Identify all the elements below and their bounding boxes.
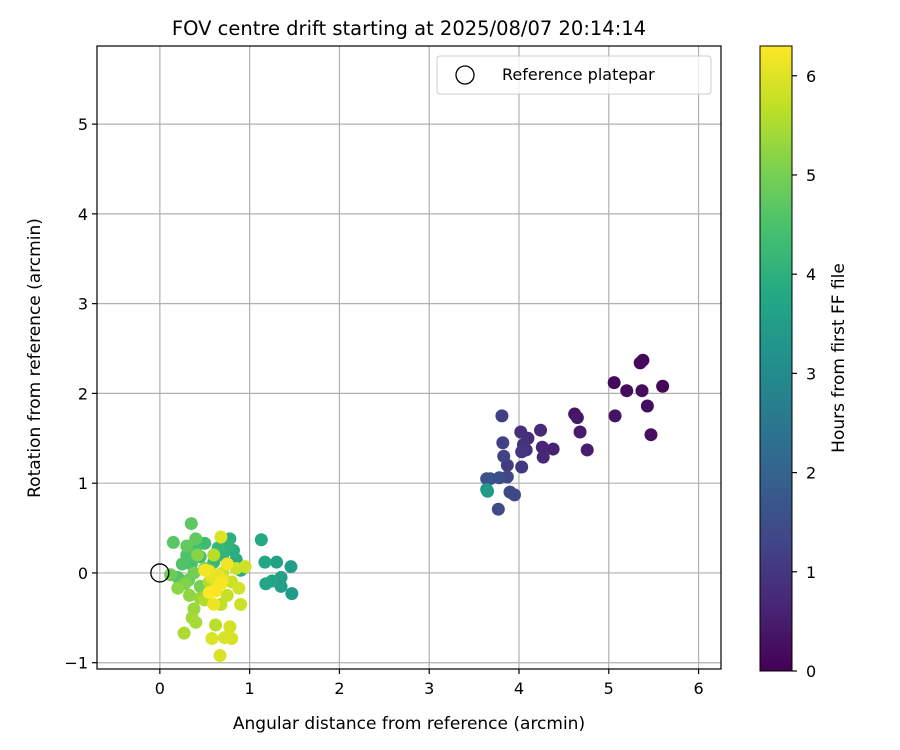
scatter-point — [214, 530, 228, 544]
y-tick-label: 2 — [78, 384, 88, 403]
scatter-point — [166, 535, 180, 549]
scatter-point — [238, 560, 252, 574]
scatter-point — [573, 425, 587, 439]
y-tick-label: 4 — [78, 205, 88, 224]
scatter-point — [217, 631, 231, 645]
x-tick-label: 5 — [604, 679, 614, 698]
chart-title: FOV centre drift starting at 2025/08/07 … — [172, 17, 646, 40]
scatter-point — [180, 539, 194, 553]
colorbar-tick-label: 5 — [806, 166, 816, 185]
legend-label: Reference platepar — [502, 65, 655, 84]
scatter-point — [536, 450, 550, 464]
scatter-point — [182, 588, 196, 602]
y-tick-label: −1 — [64, 654, 88, 673]
scatter-point — [656, 379, 670, 393]
colorbar: 0 1 2 3 4 5 6 Hours from first FF file — [759, 45, 849, 681]
legend: Reference platepar — [436, 55, 712, 95]
scatter-point — [189, 615, 203, 629]
colorbar-tick-label: 4 — [806, 265, 816, 284]
x-tick-label: 6 — [693, 679, 703, 698]
scatter-point — [187, 566, 201, 580]
plot-frame — [96, 45, 722, 670]
x-tick-label: 2 — [334, 679, 344, 698]
reference-platepar-point — [150, 563, 170, 583]
scatter-point — [640, 399, 654, 413]
scatter-point — [515, 445, 529, 459]
scatter-point — [177, 626, 191, 640]
colorbar-tick-label: 6 — [806, 67, 816, 86]
x-axis-ticks: 0 1 2 3 4 5 6 — [155, 669, 704, 698]
scatter-point — [270, 555, 284, 569]
y-axis-label: Rotation from reference (arcmin) — [25, 218, 45, 498]
scatter-point — [480, 472, 494, 486]
scatter-point — [209, 618, 223, 632]
scatter-point — [207, 548, 221, 562]
y-axis-ticks: −1 0 1 2 3 4 5 — [64, 115, 97, 673]
scatter-point — [644, 428, 658, 442]
x-tick-label: 4 — [514, 679, 524, 698]
y-tick-label: 3 — [78, 295, 88, 314]
legend-box — [436, 55, 712, 95]
scatter-point — [515, 460, 529, 474]
x-tick-label: 1 — [245, 679, 255, 698]
scatter-point — [175, 557, 189, 571]
scatter-point — [191, 548, 205, 562]
scatter-point — [184, 517, 198, 531]
scatter-point — [285, 587, 299, 601]
scatter-point — [481, 484, 495, 498]
scatter-point — [232, 581, 246, 595]
scatter-point — [607, 376, 621, 390]
scatter-point — [534, 423, 548, 437]
data-points — [164, 353, 670, 663]
grid-lines — [97, 46, 721, 669]
scatter-point — [223, 620, 237, 634]
scatter-point — [234, 597, 248, 611]
scatter-point — [207, 597, 221, 611]
scatter-point — [535, 440, 549, 454]
scatter-point — [220, 557, 234, 571]
scatter-point — [258, 555, 272, 569]
scatter-point — [570, 411, 584, 425]
scatter-point — [514, 425, 528, 439]
scatter-point — [254, 533, 268, 547]
colorbar-tick-label: 0 — [806, 662, 816, 681]
scatter-point — [546, 442, 560, 456]
scatter-point — [213, 649, 227, 663]
colorbar-ticks: 0 1 2 3 4 5 6 — [792, 67, 816, 681]
colorbar-tick-label: 2 — [806, 464, 816, 483]
scatter-point — [496, 436, 510, 450]
legend-reference-marker — [455, 65, 475, 85]
scatter-point — [495, 409, 509, 423]
colorbar-gradient — [759, 45, 793, 672]
x-tick-label: 0 — [155, 679, 165, 698]
y-tick-label: 1 — [78, 474, 88, 493]
scatter-point — [491, 502, 505, 516]
scatter-point — [620, 384, 634, 398]
x-axis-label: Angular distance from reference (arcmin) — [233, 714, 585, 734]
reference-marker — [150, 563, 170, 583]
scatter-point — [580, 443, 594, 457]
scatter-point — [198, 563, 212, 577]
scatter-point — [214, 577, 228, 591]
scatter-point — [202, 586, 216, 600]
colorbar-tick-label: 1 — [806, 563, 816, 582]
scatter-point — [259, 577, 273, 591]
scatter-point — [497, 449, 511, 463]
colorbar-label: Hours from first FF file — [829, 263, 849, 453]
colorbar-tick-label: 3 — [806, 364, 816, 383]
scatter-point — [507, 488, 521, 502]
y-tick-label: 5 — [78, 115, 88, 134]
scatter-point — [635, 384, 649, 398]
scatter-point — [633, 356, 647, 370]
y-tick-label: 0 — [78, 564, 88, 583]
x-tick-label: 3 — [424, 679, 434, 698]
scatter-point — [284, 560, 298, 574]
scatter-point — [205, 631, 219, 645]
scatter-point — [220, 588, 234, 602]
scatter-point — [171, 581, 185, 595]
scatter-point — [189, 532, 203, 546]
scatter-point — [608, 409, 622, 423]
